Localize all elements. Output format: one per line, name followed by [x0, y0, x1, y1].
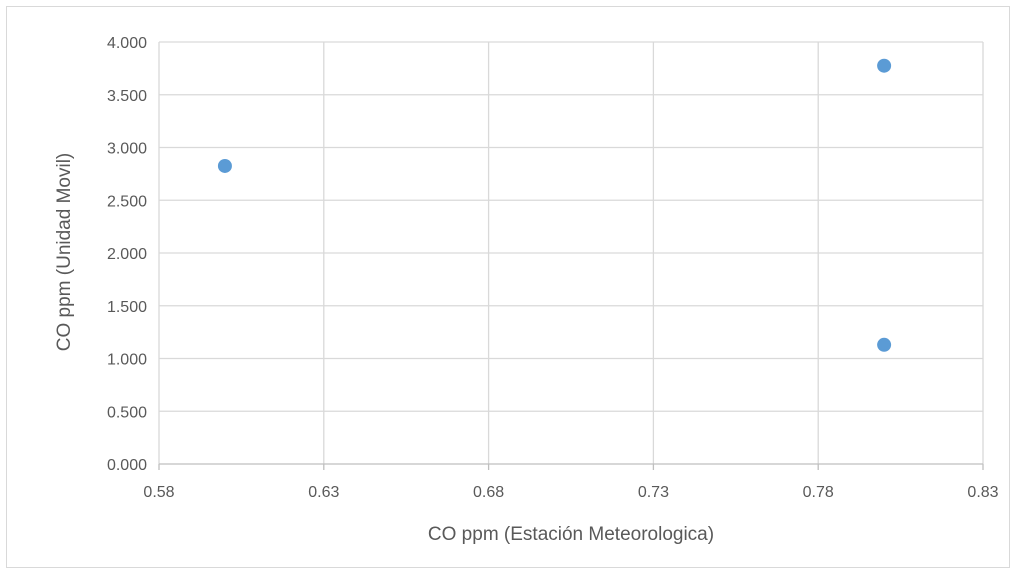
data-point — [877, 58, 892, 73]
x-tick-label: 0.83 — [967, 484, 998, 501]
data-point — [877, 337, 892, 352]
axes — [158, 463, 984, 470]
y-tick-label: 4.000 — [107, 35, 147, 52]
x-tick-label: 0.68 — [473, 484, 504, 501]
y-tick-label: 3.500 — [107, 88, 147, 105]
y-tick-label: 3.000 — [107, 141, 147, 158]
y-tick-label: 0.500 — [107, 404, 147, 421]
x-tick-label: 0.58 — [143, 484, 174, 501]
data-point — [217, 158, 232, 173]
y-tick-label: 0.000 — [107, 457, 147, 474]
y-axis-title: CO ppm (Unidad Movil) — [54, 153, 75, 352]
x-tick-label: 0.78 — [803, 484, 834, 501]
y-tick-label: 1.500 — [107, 299, 147, 316]
x-tick-label: 0.73 — [638, 484, 669, 501]
grid-lines — [158, 41, 984, 464]
x-tick-label: 0.63 — [308, 484, 339, 501]
y-tick-label: 2.000 — [107, 246, 147, 263]
chart-frame — [6, 6, 1010, 568]
data-points — [217, 58, 892, 352]
y-tick-label: 1.000 — [107, 352, 147, 369]
x-axis-title: CO ppm (Estación Meteorologica) — [428, 524, 714, 545]
tick-labels: 0.58 0.63 0.68 0.73 0.78 0.83 0.000 0.500 1.000 1… — [107, 35, 999, 501]
y-tick-label: 2.500 — [107, 193, 147, 210]
